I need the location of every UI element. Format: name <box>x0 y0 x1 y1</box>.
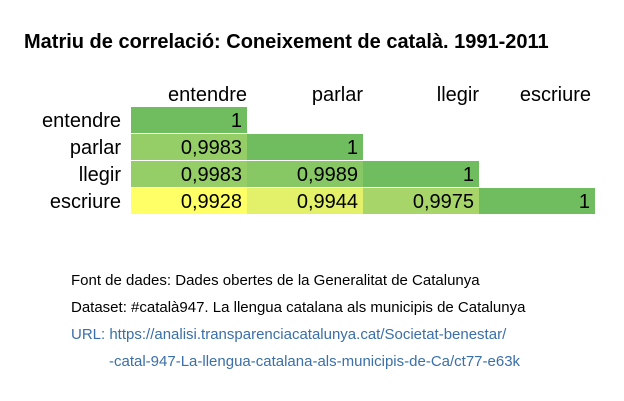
data-source-text: Font de dades: Dades obertes de la Gener… <box>71 272 480 289</box>
dataset-url-line-1[interactable]: URL: https://analisi.transparenciacatalu… <box>71 326 507 343</box>
heatmap-cell-escriure-llegir: 0,9975 <box>363 188 479 214</box>
dataset-text: Dataset: #català947. La llengua catalana… <box>71 299 526 316</box>
column-header-parlar: parlar <box>311 84 363 106</box>
heatmap-cell-escriure-escriure: 1 <box>479 188 595 214</box>
heatmap-cell-llegir-llegir: 1 <box>363 161 479 187</box>
heatmap-cell-llegir-parlar: 0,9989 <box>247 161 363 187</box>
column-header-escriure: escriure <box>519 84 591 106</box>
row-header-llegir: llegir <box>78 164 121 186</box>
heatmap-cell-escriure-entendre: 0,9928 <box>131 188 247 214</box>
row-header-parlar: parlar <box>69 137 121 159</box>
row-header-escriure: escriure <box>49 191 121 213</box>
column-header-entendre: entendre <box>168 84 247 106</box>
column-header-llegir: llegir <box>436 84 479 106</box>
heatmap-cell-llegir-entendre: 0,9983 <box>131 161 247 187</box>
dataset-url-line-2[interactable]: -catal-947-La-llengua-catalana-als-munic… <box>109 353 521 370</box>
heatmap-cell-escriure-parlar: 0,9944 <box>247 188 363 214</box>
row-header-entendre: entendre <box>42 110 121 132</box>
chart-title: Matriu de correlació: Coneixement de cat… <box>24 31 549 53</box>
heatmap-cell-parlar-parlar: 1 <box>247 134 363 160</box>
heatmap-cell-entendre-entendre: 1 <box>131 107 247 133</box>
heatmap-cell-parlar-entendre: 0,9983 <box>131 134 247 160</box>
